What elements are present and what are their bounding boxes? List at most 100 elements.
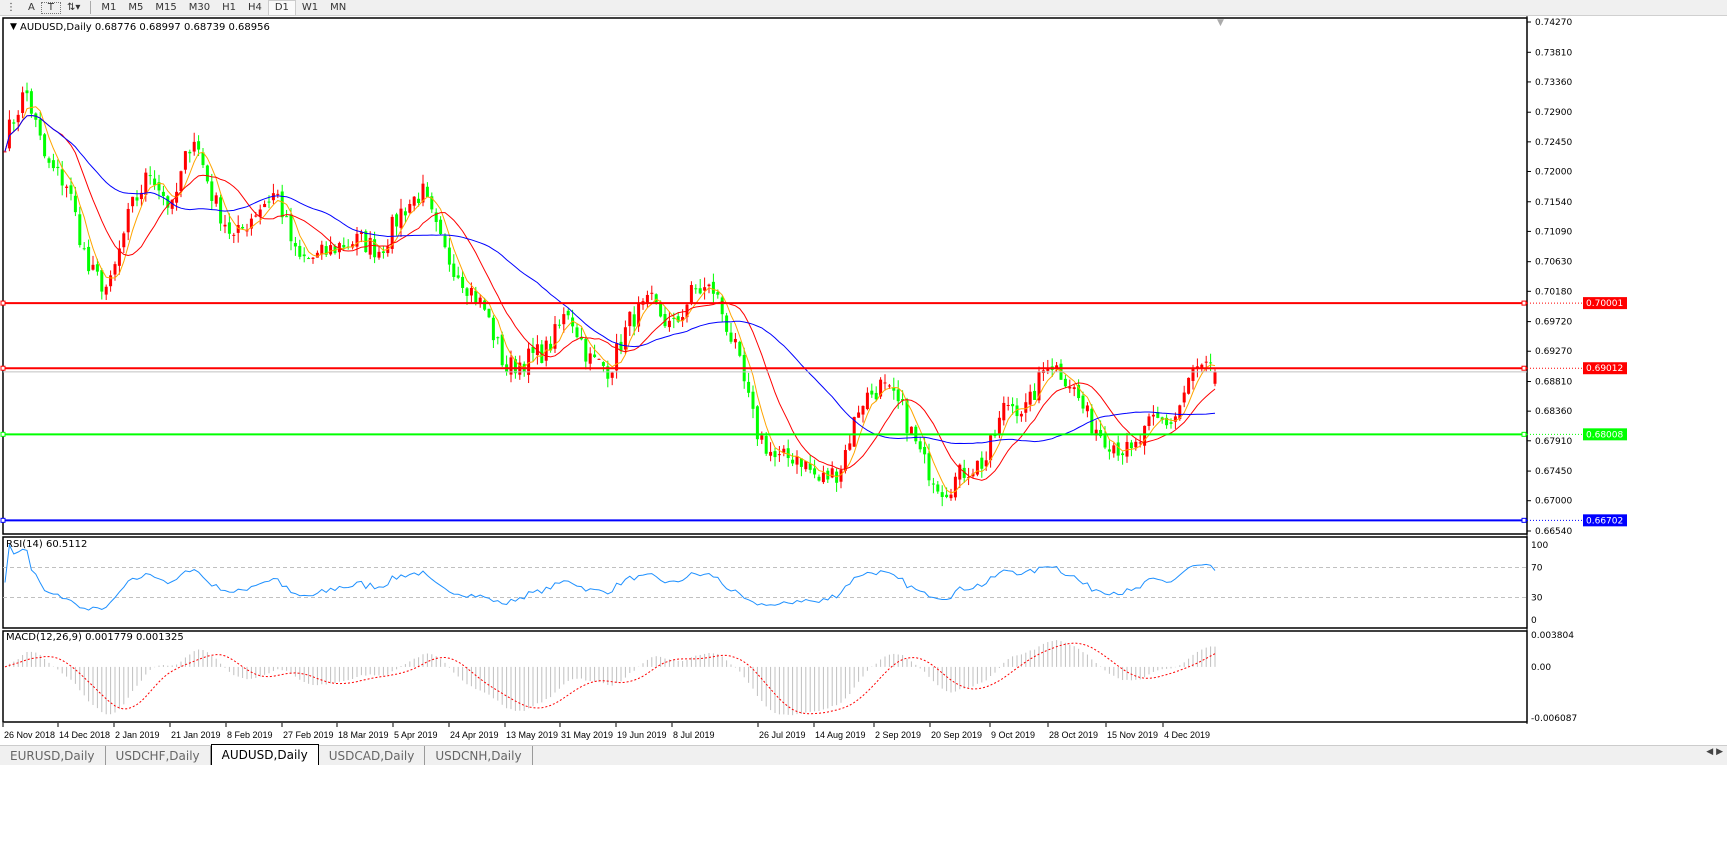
candle-body (909, 426, 913, 434)
hline-handle (0, 365, 6, 371)
candle-body (135, 197, 139, 201)
macd-tick-label: 0.003804 (1531, 631, 1574, 641)
candle-body (905, 400, 909, 433)
candle-body (1068, 387, 1072, 389)
candle-body (324, 246, 328, 255)
tab-usdcnh[interactable]: USDCNH,Daily (425, 746, 533, 765)
candle-body (628, 311, 632, 327)
rsi-pane (3, 543, 1527, 611)
candle-body (650, 292, 654, 294)
candle-body (1028, 391, 1032, 405)
hline-handle (1521, 431, 1527, 437)
candle-body (434, 212, 438, 223)
text-tool-button[interactable]: A (28, 2, 35, 13)
tab-audusd[interactable]: AUDUSD,Daily (210, 744, 319, 765)
price-tick-label: 0.66540 (1535, 527, 1572, 537)
macd-pane (4, 640, 1216, 716)
candle-body (971, 473, 975, 477)
candle-body (667, 320, 671, 328)
hline-price-label: 0.66702 (1586, 516, 1623, 526)
candle-body (870, 390, 874, 395)
candle-body (1033, 390, 1037, 400)
candle-body (821, 472, 825, 483)
candle-body (786, 448, 790, 459)
candle-body (474, 290, 478, 304)
tab-eurusd[interactable]: EURUSD,Daily (0, 746, 106, 765)
tf-m5[interactable]: M5 (128, 2, 144, 13)
candle-body (958, 464, 962, 480)
candle-body (148, 175, 152, 177)
candle-body (377, 251, 381, 258)
date-tick-label: 15 Nov 2019 (1107, 730, 1158, 740)
candle-body (1081, 395, 1085, 409)
crosshair-tool-icon[interactable]: ⋮ (6, 2, 16, 13)
chart-shift-icon[interactable]: ▼ (1217, 18, 1224, 28)
candle-body (773, 451, 777, 458)
candle-body (311, 257, 315, 259)
candle-body (179, 171, 183, 191)
candle-body (47, 158, 51, 163)
candle-body (791, 459, 795, 464)
tf-m30[interactable]: M30 (188, 2, 211, 13)
candle-body (267, 201, 271, 203)
tf-m1[interactable]: M1 (101, 2, 117, 13)
tab-usdchf[interactable]: USDCHF,Daily (106, 746, 211, 765)
candle-body (69, 185, 73, 194)
tf-h4[interactable]: H4 (247, 2, 262, 13)
candle-body (87, 246, 91, 272)
tf-m15[interactable]: M15 (155, 2, 177, 13)
candle-body (945, 494, 949, 498)
tf-d1[interactable]: D1 (267, 0, 296, 16)
candle-body (131, 196, 135, 207)
tab-usdcad[interactable]: USDCAD,Daily (319, 746, 426, 765)
candle-body (496, 337, 500, 339)
price-tick-label: 0.69720 (1535, 318, 1572, 328)
candle-body (1200, 364, 1204, 369)
date-tick-label: 28 Oct 2019 (1049, 730, 1098, 740)
candle-body (161, 191, 165, 197)
candle-body (720, 297, 724, 315)
candle-body (997, 417, 1001, 436)
arrows-tool-icon[interactable]: ⇅▾ (66, 2, 81, 13)
hline-handle (1521, 517, 1527, 523)
candle-body (927, 453, 931, 481)
tab-scroll-arrows-icon[interactable]: ◀ ▶ (1706, 747, 1723, 757)
date-tick-label: 18 Mar 2019 (338, 730, 389, 740)
price-tick-label: 0.71540 (1535, 198, 1572, 208)
candle-body (513, 359, 517, 374)
candle-body (43, 134, 47, 157)
candle-body (1116, 442, 1120, 456)
candle-body (984, 460, 988, 467)
chart-canvas[interactable]: 0.70001 0.69012 0.68008 0.66702 0.74270 0.73… (0, 16, 1727, 745)
candle-body (606, 366, 610, 379)
hline-price-label: 0.70001 (1586, 299, 1623, 309)
candle-body (698, 288, 702, 294)
status-area (0, 765, 1727, 844)
candle-body (483, 300, 487, 310)
candle-body (527, 348, 531, 375)
candle-body (557, 324, 561, 326)
candle-body (359, 232, 363, 234)
macd-signal-line (4, 642, 1216, 715)
candle-body (276, 193, 280, 195)
pane-frame (2, 630, 1528, 723)
candle-body (562, 314, 566, 325)
candle-body (25, 90, 29, 94)
candle-body (1046, 368, 1050, 371)
candle-body (1037, 371, 1041, 401)
tf-mn[interactable]: MN (330, 2, 347, 13)
text-label-tool-button[interactable]: T (40, 1, 61, 14)
candle-body (7, 119, 11, 149)
price-tick-label: 0.72000 (1535, 167, 1572, 177)
candle-body (747, 381, 751, 393)
candle-body (1165, 417, 1169, 426)
price-tick-label: 0.70180 (1535, 287, 1572, 297)
tf-h1[interactable]: H1 (222, 2, 236, 13)
date-tick-label: 8 Feb 2019 (227, 730, 273, 740)
candle-body (491, 317, 495, 341)
tf-w1[interactable]: W1 (301, 2, 319, 13)
candle-body (601, 362, 605, 366)
collapse-triangle-icon[interactable]: ▼ (10, 22, 17, 32)
rsi-tick-label: 100 (1531, 541, 1548, 551)
toolbar: ⋮ A T ⇅▾ M1 M5 M15 M30 H1 H4 D1 W1 MN (0, 0, 1727, 16)
